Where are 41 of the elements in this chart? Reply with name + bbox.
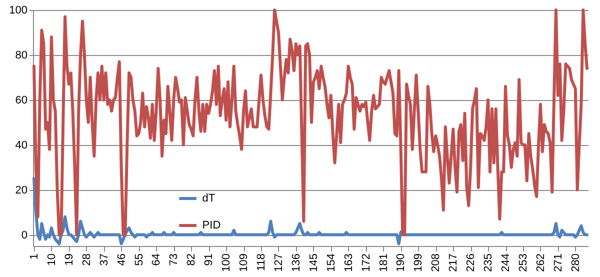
x-tick-label: 91 bbox=[203, 254, 216, 266]
x-tick-label: 181 bbox=[378, 254, 390, 272]
x-tick-label: 262 bbox=[534, 254, 547, 272]
x-tick-label: 73 bbox=[168, 254, 180, 266]
x-tick-label: 109 bbox=[238, 254, 250, 272]
x-tick-label: 199 bbox=[412, 254, 425, 272]
x-tick-label: 64 bbox=[150, 254, 163, 266]
x-tick-label: 28 bbox=[80, 254, 93, 266]
y-tick-label: 100 bbox=[9, 4, 28, 16]
x-tick-label: 154 bbox=[325, 254, 338, 272]
x-tick-label: 10 bbox=[46, 254, 58, 266]
x-tick-label: 217 bbox=[448, 254, 460, 272]
x-tick-label: 280 bbox=[570, 254, 582, 272]
y-tick-label: 0 bbox=[21, 229, 28, 242]
x-tick-label: 127 bbox=[272, 254, 285, 272]
x-tick-label: 163 bbox=[342, 254, 355, 272]
x-tick-label: 244 bbox=[500, 254, 512, 272]
legend-label: PID bbox=[202, 220, 221, 232]
x-tick-label: 271 bbox=[552, 254, 564, 272]
y-tick-label: 60 bbox=[15, 94, 28, 106]
x-tick-label: 172 bbox=[360, 254, 372, 272]
x-tick-label: 226 bbox=[465, 254, 478, 272]
x-tick-label: 46 bbox=[116, 254, 128, 266]
x-tick-label: 100 bbox=[220, 254, 233, 272]
line-series bbox=[32, 8, 589, 236]
x-tick-label: 136 bbox=[290, 254, 302, 272]
y-tick-label: 20 bbox=[15, 184, 28, 196]
x-tick-label: 118 bbox=[256, 254, 268, 272]
x-tick-label: 235 bbox=[482, 254, 495, 272]
x-tick-label: 208 bbox=[430, 254, 442, 272]
y-tick-label: 80 bbox=[15, 49, 28, 62]
x-tick-label: 55 bbox=[133, 254, 146, 266]
legend-label: dT bbox=[202, 192, 216, 204]
x-tick-label: 253 bbox=[517, 254, 530, 272]
x-tick-label: 1 bbox=[28, 254, 40, 260]
x-tick-label: 190 bbox=[395, 254, 408, 272]
x-tick-label: 19 bbox=[63, 254, 76, 266]
x-tick-label: 37 bbox=[98, 254, 110, 266]
x-tick-label: 82 bbox=[186, 254, 198, 266]
x-tick-label: 145 bbox=[308, 254, 320, 272]
y-tick-label: 40 bbox=[15, 139, 28, 152]
